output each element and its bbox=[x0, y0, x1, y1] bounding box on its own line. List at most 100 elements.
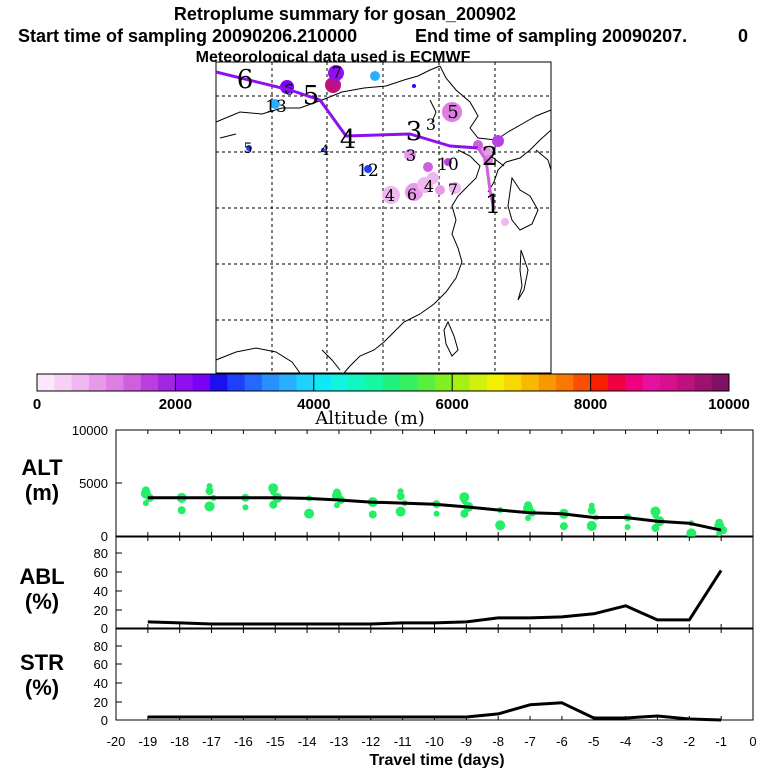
colorbar-cell bbox=[106, 374, 124, 391]
cluster-label: 6 bbox=[407, 185, 417, 204]
altitude-sample-point bbox=[588, 502, 595, 509]
y-tick-label: 20 bbox=[94, 695, 108, 710]
altitude-sample-point bbox=[269, 500, 278, 509]
colorbar-cell bbox=[486, 374, 505, 391]
colorbar-cell bbox=[140, 374, 159, 391]
x-axis: -20 -19 -18 -17 -16 -15 -14 -13 -12 -11 -10 -9 -8 -7-… bbox=[107, 734, 757, 749]
colorbar-cell bbox=[590, 374, 609, 391]
x-tick-label: -16 bbox=[234, 734, 253, 749]
x-tick-label: -2 bbox=[684, 734, 696, 749]
x-tick-label: 0 bbox=[749, 734, 756, 749]
colorbar-cell bbox=[331, 374, 349, 391]
plume-cluster-marker bbox=[404, 149, 416, 161]
panel-abl: ABL(%) 80 60 40 20 0 bbox=[19, 536, 754, 636]
cluster-label: 3 bbox=[406, 146, 416, 165]
start-time: Start time of sampling 20090206.210000 bbox=[18, 26, 357, 46]
cluster-label: 12 bbox=[357, 161, 379, 181]
x-tick-label: -1 bbox=[715, 734, 727, 749]
altitude-sample-point bbox=[141, 486, 150, 495]
y-tick-label: 20 bbox=[94, 603, 108, 618]
colorbar-cell bbox=[175, 374, 194, 391]
trajectory-day-label: 2 bbox=[482, 142, 499, 172]
x-tick-label: -12 bbox=[361, 734, 380, 749]
colorbar-cell bbox=[504, 374, 522, 391]
y-tick-label: 40 bbox=[94, 584, 108, 599]
panel-yunit: (%) bbox=[25, 589, 59, 614]
x-tick-label: -10 bbox=[425, 734, 444, 749]
plume-cluster-marker bbox=[501, 218, 509, 226]
cluster-label: 3 bbox=[426, 115, 436, 134]
altitude-sample-point bbox=[686, 528, 697, 539]
altitude-sample-point bbox=[368, 510, 377, 519]
altitude-sample-point bbox=[177, 506, 186, 515]
colorbar-cell bbox=[227, 374, 246, 391]
trajectory-upper bbox=[215, 70, 479, 150]
cluster-label: 5 bbox=[447, 102, 458, 123]
colorbar-cell bbox=[348, 374, 367, 391]
plume-cluster-marker bbox=[449, 182, 461, 194]
cluster-label: 4 bbox=[385, 186, 395, 205]
altitude-sample-point bbox=[495, 520, 506, 531]
plume-cluster-marker bbox=[246, 145, 252, 151]
y-tick-label: 40 bbox=[94, 676, 108, 691]
x-tick-label: -6 bbox=[556, 734, 568, 749]
panel-frame bbox=[115, 536, 754, 629]
panel-ylabel: ABL bbox=[19, 564, 64, 589]
altitude-sample-point bbox=[268, 483, 279, 494]
panel-yunit: (m) bbox=[25, 480, 59, 505]
trajectory-day-label: 3 bbox=[406, 117, 423, 147]
colorbar-cell bbox=[452, 374, 470, 391]
series-line-abl bbox=[147, 569, 723, 626]
trajectory-lower bbox=[476, 147, 496, 211]
altitude-sample-point bbox=[433, 510, 440, 517]
colorbar-cell bbox=[71, 374, 90, 391]
x-tick-label: -7 bbox=[524, 734, 536, 749]
y-tick-label: 80 bbox=[94, 639, 108, 654]
colorbar-cell bbox=[158, 374, 176, 391]
colorbar-cell bbox=[521, 374, 540, 391]
x-tick-label: -15 bbox=[266, 734, 285, 749]
end-time: End time of sampling 20090207. bbox=[415, 26, 687, 46]
colorbar-cell bbox=[659, 374, 678, 391]
y-tick-label: 0 bbox=[101, 621, 108, 636]
series-line-str bbox=[147, 701, 722, 722]
trajectory-day-label: 1 bbox=[485, 190, 502, 220]
x-tick-label: -5 bbox=[588, 734, 600, 749]
main-title: Retroplume summary for gosan_200902 bbox=[174, 4, 516, 24]
altitude-sample-point bbox=[242, 504, 249, 511]
trajectory-day-label: 4 bbox=[340, 125, 357, 155]
y-tick-label: 10000 bbox=[72, 423, 108, 438]
colorbar-cell bbox=[677, 374, 695, 391]
x-tick-label: -11 bbox=[394, 734, 412, 749]
x-tick-label: -4 bbox=[620, 734, 632, 749]
y-tick-label: 80 bbox=[94, 546, 108, 561]
colorbar-cell bbox=[244, 374, 263, 391]
colorbar-tick-label: 4000 bbox=[297, 396, 330, 413]
panel-str: STR(%) 80 60 40 20 0 bbox=[20, 628, 754, 728]
x-tick-label: -14 bbox=[298, 734, 317, 749]
plume-cluster-marker bbox=[270, 99, 280, 109]
altitude-sample-point bbox=[715, 518, 724, 527]
series-line-alt bbox=[147, 496, 722, 532]
colorbar-tick-label: 0 bbox=[33, 396, 41, 413]
altitude-sample-point bbox=[395, 506, 406, 517]
colorbar-cell bbox=[694, 374, 713, 391]
cluster-label: 13 bbox=[265, 97, 287, 117]
colorbar-cell bbox=[88, 374, 107, 391]
x-axis-label: Travel time (days) bbox=[369, 752, 504, 768]
colorbar-cell bbox=[417, 374, 436, 391]
altitude-sample-point bbox=[624, 523, 631, 530]
colorbar-cell bbox=[279, 374, 297, 391]
altitude-sample-point bbox=[459, 492, 470, 503]
colorbar-cell bbox=[261, 374, 280, 391]
x-tick-label: -20 bbox=[107, 734, 126, 749]
cluster-label: 4 bbox=[424, 177, 434, 196]
trajectory-day-label: 6 bbox=[237, 65, 254, 95]
colorbar-cell bbox=[383, 374, 401, 391]
altitude-sample-point bbox=[460, 509, 469, 518]
plume-cluster-marker bbox=[382, 186, 400, 204]
colorbar-cell bbox=[37, 374, 55, 391]
plume-cluster-marker bbox=[325, 77, 341, 93]
